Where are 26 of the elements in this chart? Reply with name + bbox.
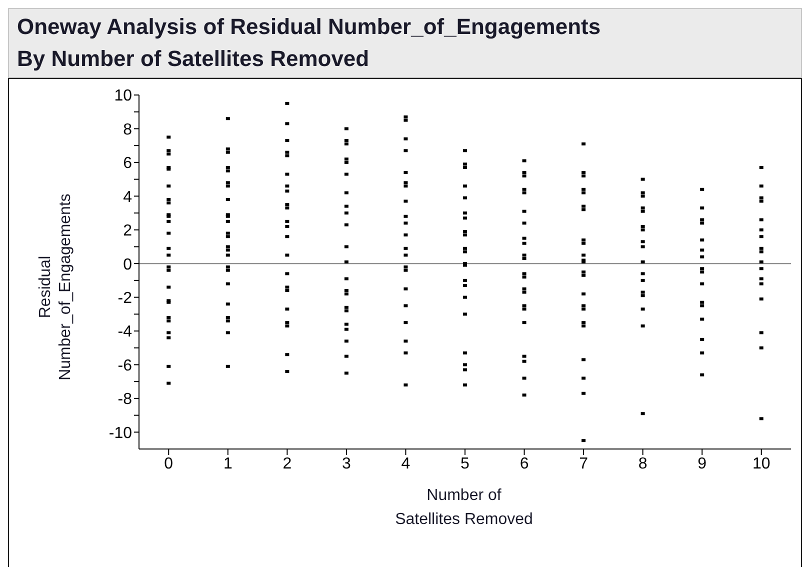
x-tick-label: 5	[460, 455, 470, 472]
y-tick-label: -2	[118, 290, 132, 307]
y-tick-label: 6	[123, 155, 132, 172]
y-tick-label: -10	[108, 424, 132, 442]
x-tick-label: 9	[698, 455, 707, 472]
chart-subtitle: By Number of Satellites Removed	[17, 45, 370, 73]
y-tick-label: -6	[118, 357, 132, 374]
y-tick-label: 0	[123, 256, 132, 274]
y-tick-label: 10	[114, 88, 132, 105]
x-tick-label: 8	[638, 455, 648, 472]
x-tick-label: 2	[282, 455, 292, 472]
x-tick-label: 10	[752, 455, 770, 472]
x-tick-label: 0	[164, 455, 174, 472]
x-tick-label: 1	[223, 455, 232, 472]
x-tick-label: 3	[342, 455, 351, 472]
x-tick-label: 6	[520, 455, 529, 472]
y-axis-title: Residual Number_of_Engagements	[37, 194, 74, 380]
x-axis-title: Number of Satellites Removed	[394, 486, 534, 530]
x-tick-label: 7	[579, 455, 588, 472]
y-tick-label: 2	[123, 222, 132, 240]
y-tick-label: -8	[118, 391, 132, 408]
x-tick-label: 4	[401, 455, 410, 472]
y-tick-label: 4	[123, 188, 132, 206]
chart-title: Oneway Analysis of Residual Number_of_Engagements	[17, 13, 602, 41]
y-tick-label: 8	[123, 121, 132, 138]
y-tick-label: -4	[118, 324, 132, 341]
